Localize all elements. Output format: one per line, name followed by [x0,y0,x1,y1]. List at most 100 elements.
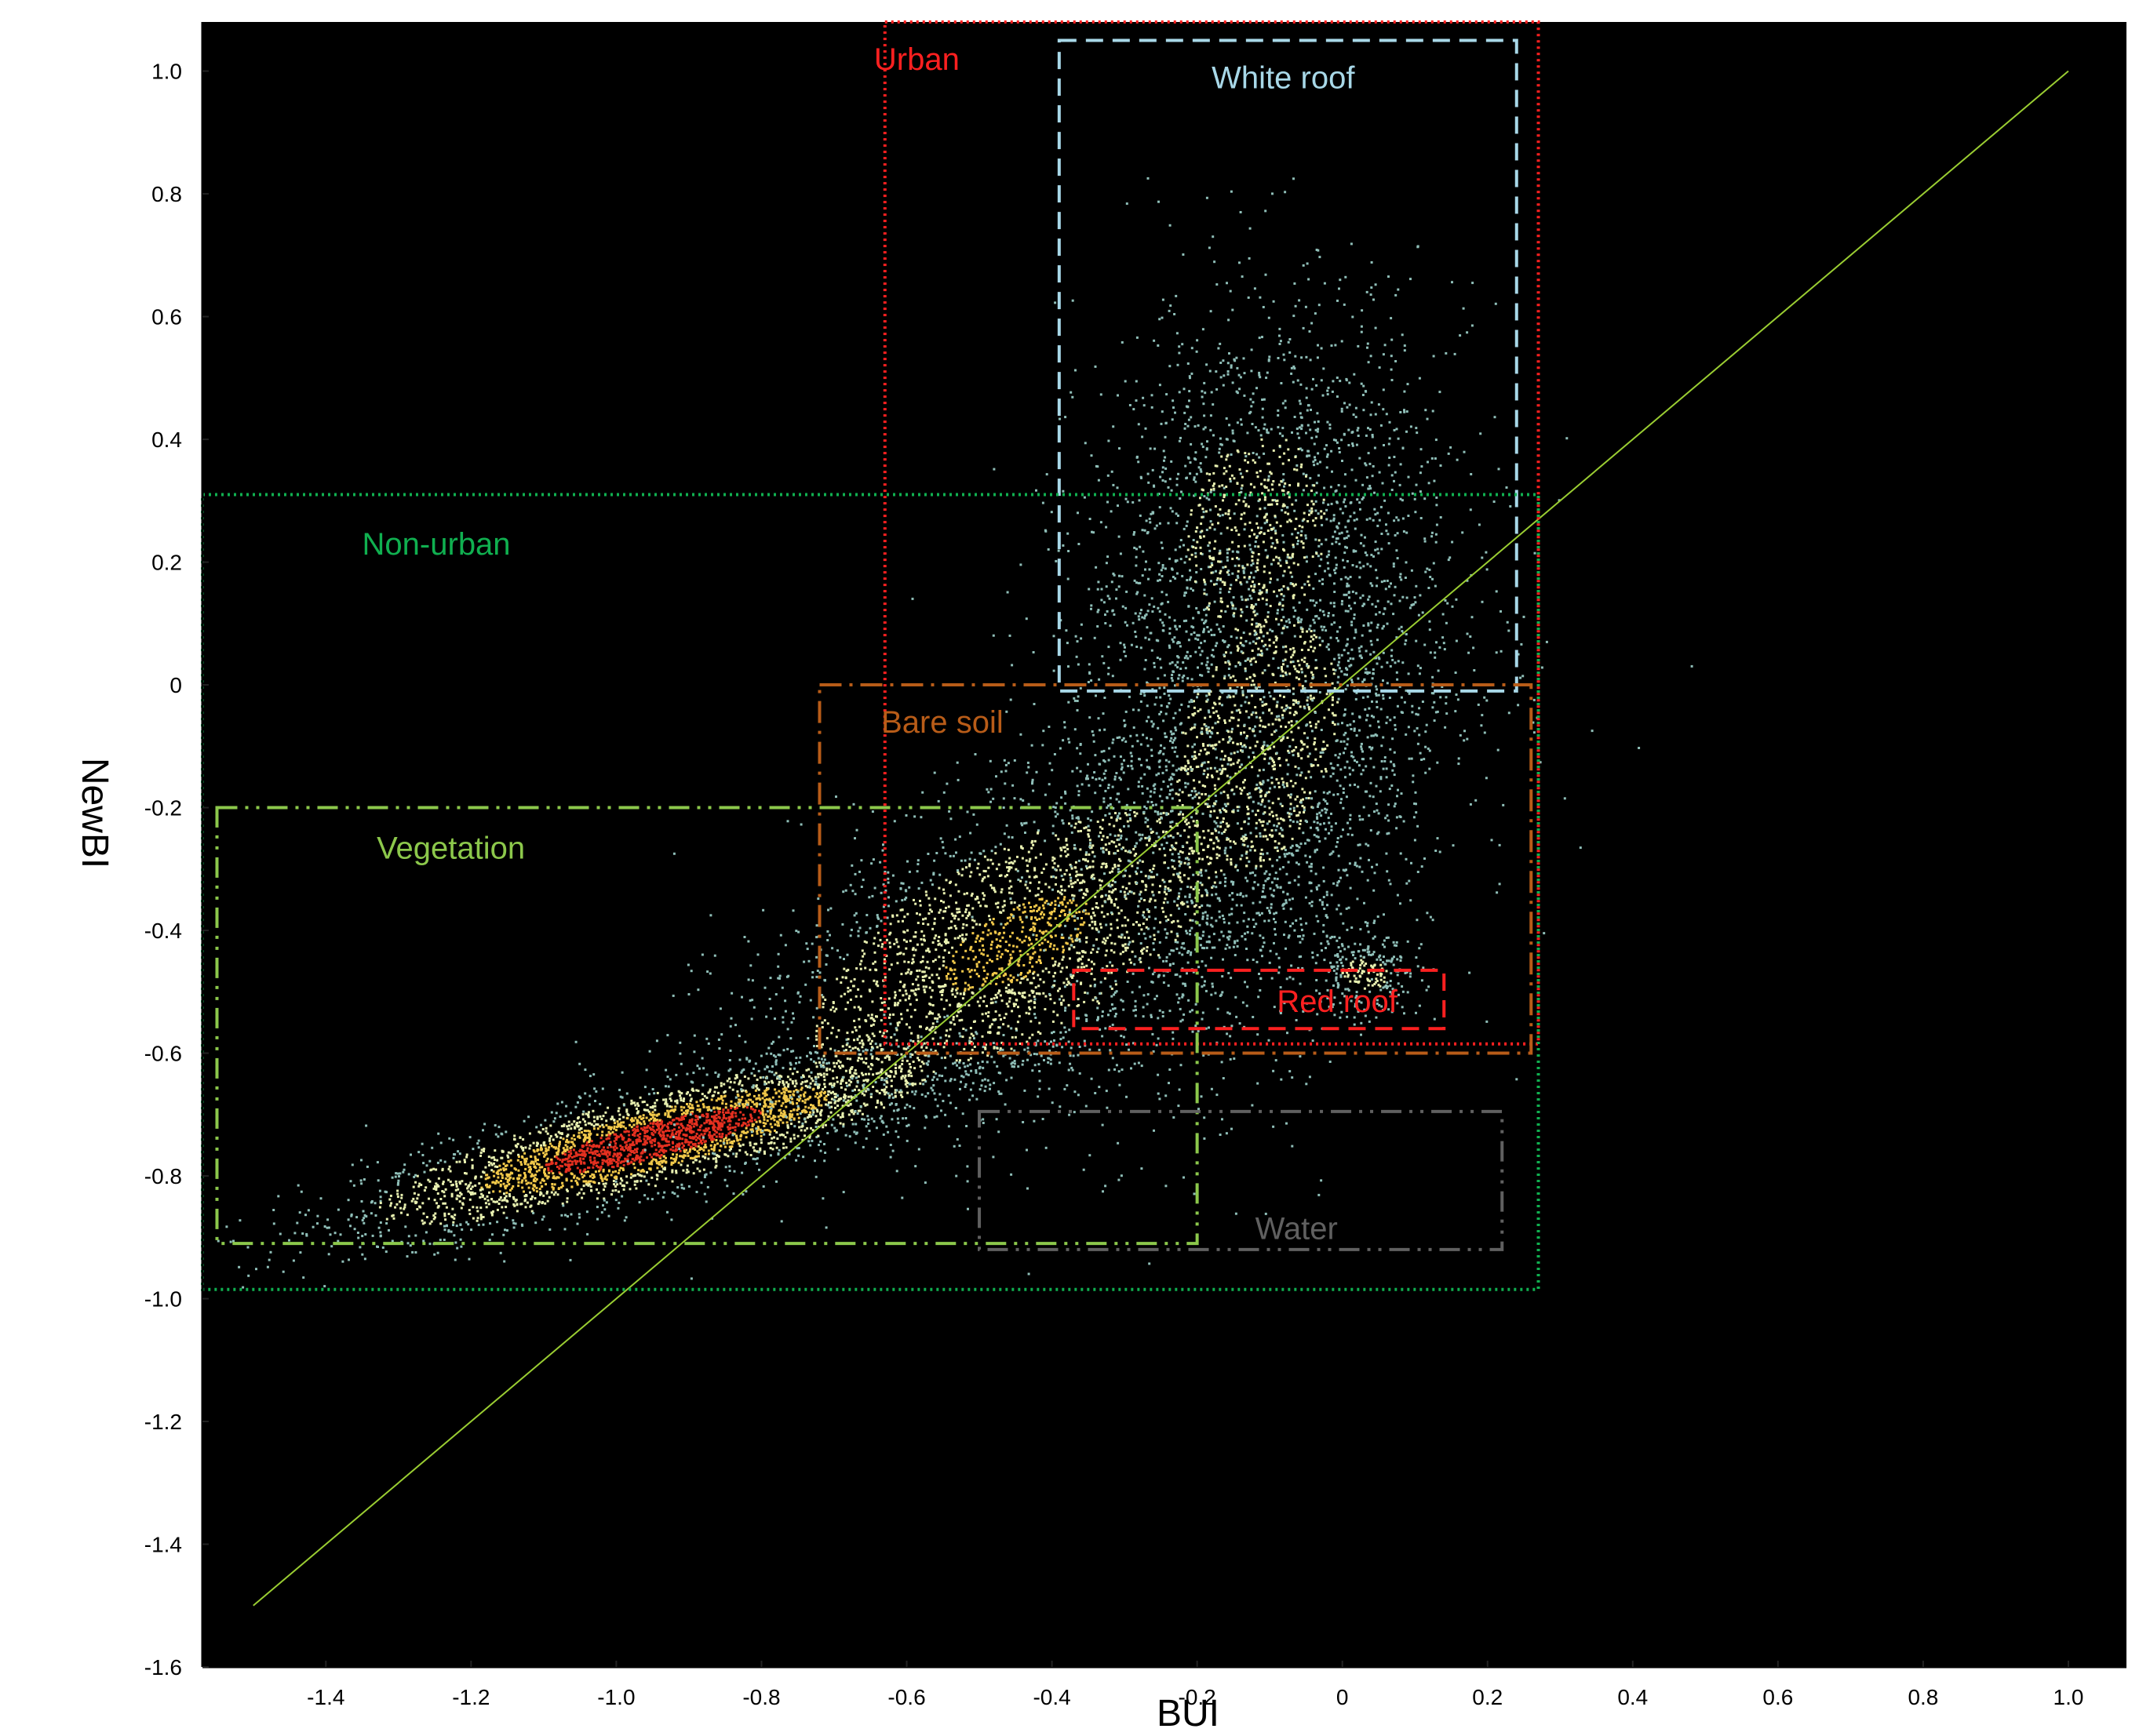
data-point [1259,835,1262,838]
data-point [479,1196,482,1199]
data-point [1033,970,1036,974]
data-point [698,1160,701,1163]
data-point [756,1162,759,1165]
data-point [906,1009,909,1012]
data-point [896,952,899,955]
data-point [753,1074,756,1077]
data-point [528,1147,531,1150]
data-point [617,1156,620,1159]
data-point [639,1115,642,1118]
data-point [1164,853,1167,857]
data-point [681,1146,684,1149]
data-point [646,1126,648,1129]
data-point [768,1133,771,1136]
data-point [665,1160,668,1163]
data-point [1314,790,1317,793]
data-point [585,1136,589,1139]
data-point [998,1014,1001,1017]
data-point [484,1177,487,1181]
data-point [969,1088,972,1091]
data-point [929,1028,932,1032]
data-point [1182,941,1185,944]
data-point [738,1081,742,1084]
data-point [755,1142,758,1145]
data-point [980,937,982,940]
data-point [443,1191,446,1194]
data-point [507,1151,510,1154]
data-point [823,1097,826,1100]
data-point [734,1105,737,1108]
data-point [534,1157,537,1160]
data-point [843,1094,846,1097]
data-point [363,1214,366,1217]
data-point [1249,849,1252,852]
data-point [586,1141,589,1144]
data-point [804,1080,807,1083]
data-point [1067,981,1070,984]
data-point [849,1103,852,1106]
data-point [613,1119,616,1121]
data-point [746,1103,749,1106]
data-point [656,1154,659,1156]
data-point [661,1149,664,1152]
data-point [578,1134,581,1137]
data-point [584,1136,587,1139]
data-point [570,1137,574,1140]
data-point [895,941,898,944]
data-point [785,1098,788,1101]
data-point [587,1111,590,1114]
data-point [880,891,883,894]
data-point [1164,897,1167,901]
data-point [1048,912,1051,915]
data-point [1009,935,1011,938]
data-point [557,1147,560,1150]
data-point [643,1120,646,1123]
data-point [700,1124,703,1127]
data-point [864,1019,867,1022]
data-point [958,934,961,937]
data-point [403,1206,406,1209]
data-point [519,1136,522,1139]
data-point [1059,868,1062,872]
data-point [1077,790,1080,793]
data-point [1049,924,1052,927]
data-point [582,1140,585,1143]
data-point [1033,930,1036,933]
data-point [938,1074,941,1077]
data-point [872,1073,875,1076]
data-point [701,1142,703,1145]
data-point [893,1075,896,1078]
data-point [654,1144,657,1147]
data-point [524,1176,527,1179]
data-point [1030,841,1033,844]
data-point [545,1130,548,1133]
data-point [1343,766,1346,769]
data-point [658,1150,661,1153]
data-point [589,1075,592,1078]
data-point [871,1055,874,1058]
data-point [797,930,800,934]
data-point [774,1061,778,1064]
data-point [596,1188,598,1191]
data-point [1106,806,1109,810]
data-point [578,1170,581,1174]
data-point [712,1128,715,1131]
data-point [569,1258,572,1261]
data-point [709,972,712,975]
data-point [680,1159,683,1163]
data-point [590,1189,593,1192]
data-point [621,1195,624,1198]
data-point [630,1099,633,1102]
data-point [1049,942,1052,945]
data-point [750,1119,753,1123]
data-point [914,1050,917,1054]
data-point [724,1102,727,1105]
data-point [990,921,993,924]
data-point [1188,866,1191,869]
data-point [1252,711,1255,714]
data-point [936,1078,939,1081]
data-point [524,1146,527,1149]
data-point [901,1059,904,1062]
data-point [615,1137,618,1140]
data-point [1051,964,1055,967]
